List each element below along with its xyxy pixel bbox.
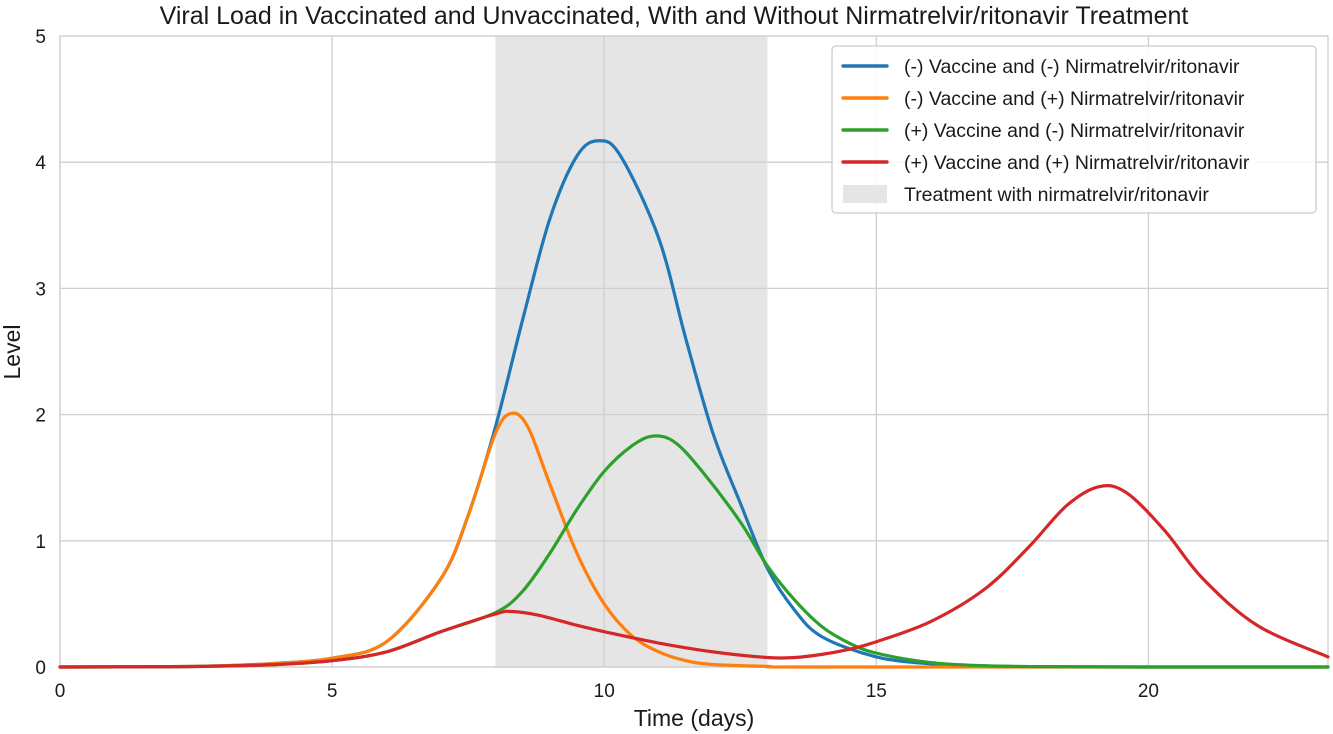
x-tick-label: 0 xyxy=(55,681,66,702)
x-tick-label: 20 xyxy=(1138,681,1159,702)
tick-labels: 0 5 10 15 20 0 1 2 3 4 5 xyxy=(35,27,1159,702)
x-tick-label: 10 xyxy=(594,681,615,702)
treatment-window-band xyxy=(495,36,768,667)
y-axis-label: Level xyxy=(0,325,25,380)
x-tick-label: 5 xyxy=(327,681,338,702)
series-lines xyxy=(58,139,1330,669)
legend: (-) Vaccine and (-) Nirmatrelvir/ritonav… xyxy=(831,45,1317,214)
x-axis-label: Time (days) xyxy=(634,705,755,731)
legend-box xyxy=(831,45,1317,214)
y-tick-label: 0 xyxy=(35,658,46,679)
legend-label-series-3: (+) Vaccine and (-) Nirmatrelvir/ritonav… xyxy=(904,120,1245,142)
legend-swatch-treatment xyxy=(843,185,887,203)
legend-label-treatment: Treatment with nirmatrelvir/ritonavir xyxy=(904,184,1209,206)
y-tick-label: 1 xyxy=(35,532,46,553)
series-line-4 xyxy=(58,483,1330,669)
y-tick-label: 5 xyxy=(35,27,46,48)
plot-area-frame xyxy=(59,35,1329,668)
x-tick-label: 15 xyxy=(866,681,887,702)
chart-title: Viral Load in Vaccinated and Unvaccinate… xyxy=(160,2,1189,30)
y-tick-label: 3 xyxy=(35,279,46,300)
legend-label-series-4: (+) Vaccine and (+) Nirmatrelvir/ritonav… xyxy=(904,152,1250,174)
legend-label-series-1: (-) Vaccine and (-) Nirmatrelvir/ritonav… xyxy=(904,56,1240,78)
y-tick-label: 4 xyxy=(35,153,46,174)
y-tick-label: 2 xyxy=(35,406,46,427)
legend-label-series-2: (-) Vaccine and (+) Nirmatrelvir/ritonav… xyxy=(904,88,1245,110)
